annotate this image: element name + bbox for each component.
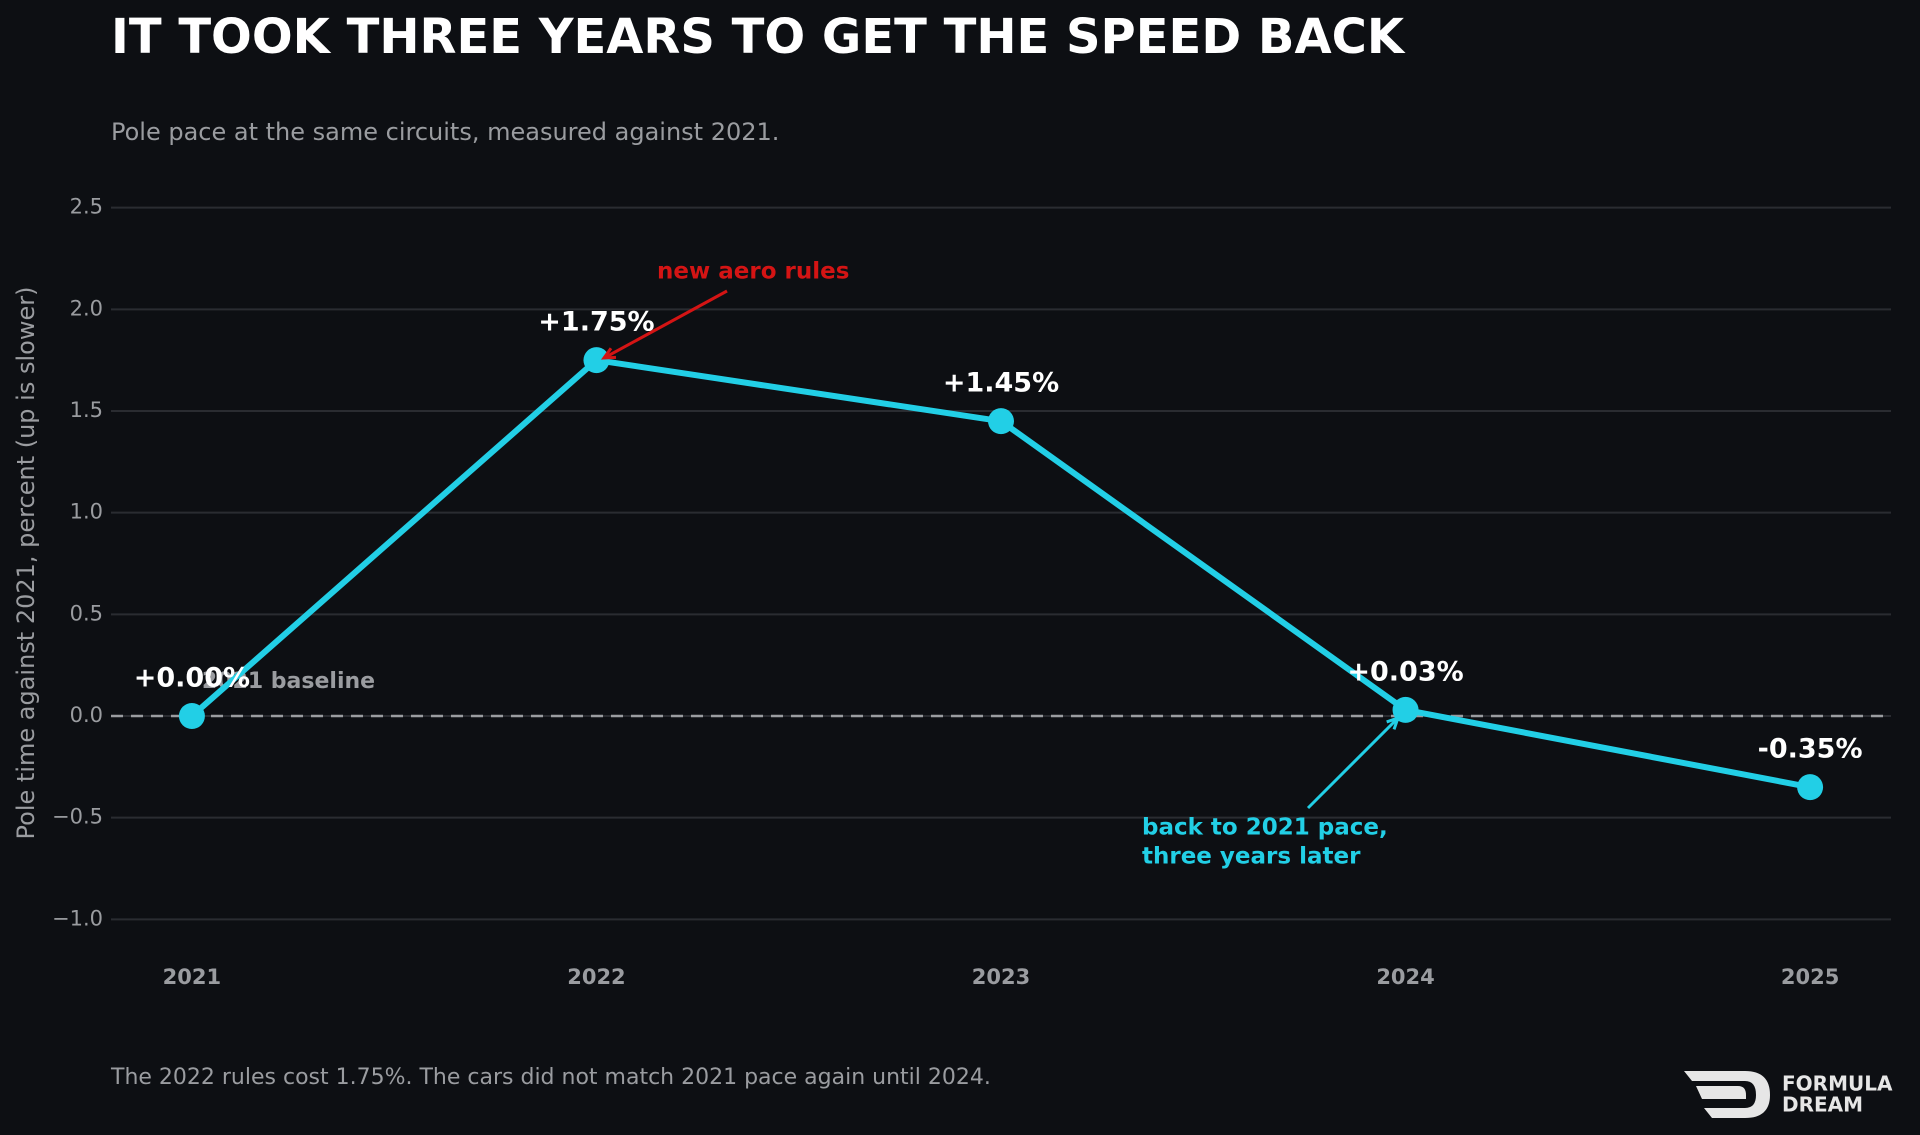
- data-point: [1797, 774, 1824, 801]
- annotation-arrow: [603, 289, 728, 360]
- logo-text: FORMULA: [1782, 1072, 1893, 1096]
- data-point: [583, 347, 610, 374]
- chart-title: IT TOOK THREE YEARS TO GET THE SPEED BAC…: [111, 9, 1406, 65]
- y-tick-label: 1.5: [70, 398, 103, 422]
- x-tick-label: 2025: [1781, 965, 1839, 989]
- data-label: -0.35%: [1758, 734, 1863, 765]
- logo-text: DREAM: [1782, 1093, 1863, 1117]
- y-tick-label: −0.5: [52, 805, 103, 829]
- y-axis-label: Pole time against 2021, percent (up is s…: [12, 287, 40, 840]
- y-tick-label: −1.0: [52, 906, 103, 930]
- data-label: +0.00%: [134, 663, 250, 694]
- y-tick-label: 0.5: [70, 601, 103, 625]
- data-label: +1.45%: [943, 368, 1059, 399]
- data-label: +1.75%: [538, 307, 654, 338]
- data-point: [178, 703, 205, 729]
- logo-mark: [1684, 1071, 1770, 1118]
- annotation-arrow: [1306, 716, 1400, 810]
- x-tick-label: 2024: [1376, 965, 1434, 989]
- y-tick-label: 1.0: [70, 500, 103, 524]
- data-label: +0.03%: [1347, 656, 1463, 687]
- annotation: three years later: [1142, 844, 1361, 870]
- chart-subtitle: Pole pace at the same circuits, measured…: [111, 118, 779, 146]
- annotation-arrowhead: [600, 347, 617, 360]
- footnote: The 2022 rules cost 1.75%. The cars did …: [110, 1065, 991, 1090]
- y-tick-label: 2.0: [70, 296, 103, 320]
- y-tick-label: 2.5: [70, 195, 103, 219]
- logo-mark: [1696, 1086, 1746, 1099]
- y-tick-label: 0.0: [70, 703, 103, 727]
- annotation: back to 2021 pace,: [1142, 815, 1388, 841]
- brand-logo: FORMULA DREAM: [1684, 1071, 1893, 1118]
- annotation-arrowhead: [1386, 715, 1401, 730]
- x-tick-label: 2021: [163, 965, 221, 989]
- data-point: [988, 408, 1014, 435]
- x-tick-label: 2022: [567, 965, 625, 989]
- annotation: new aero rules: [657, 259, 849, 285]
- x-tick-label: 2023: [972, 965, 1030, 989]
